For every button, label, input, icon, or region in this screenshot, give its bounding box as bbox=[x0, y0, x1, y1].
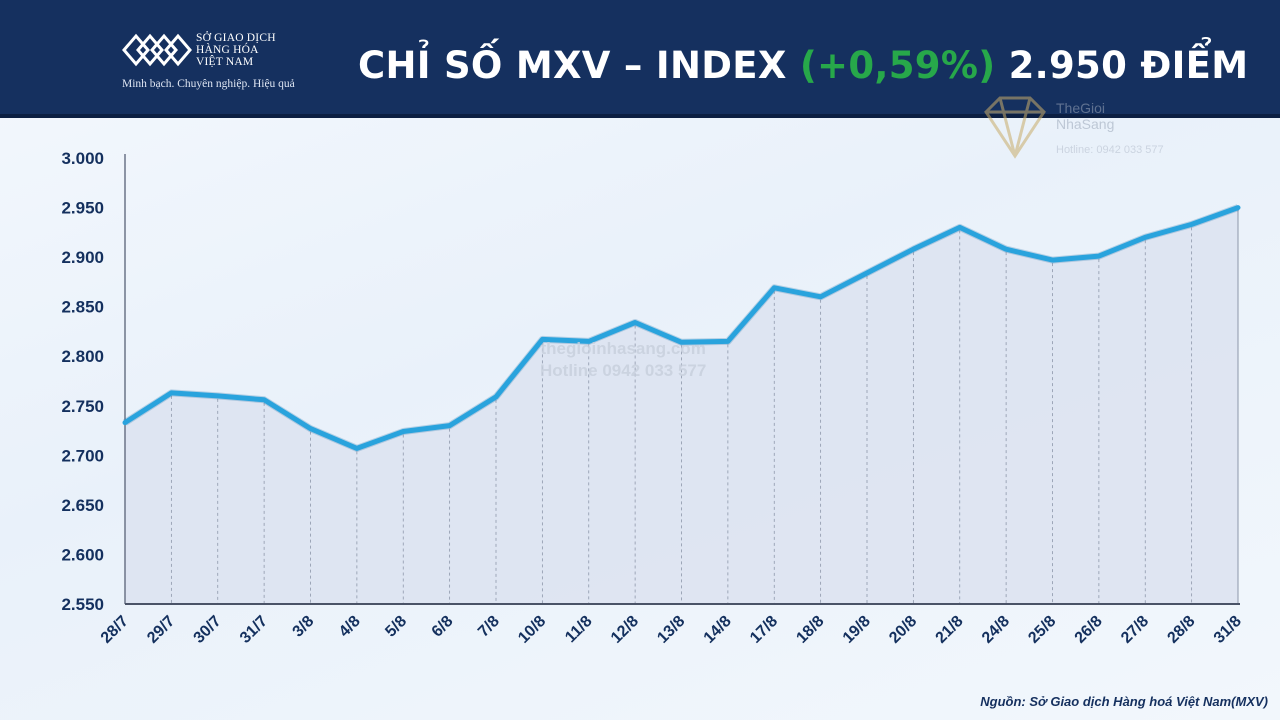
y-tick-label-2.550: 2.550 bbox=[61, 595, 104, 614]
y-tick-label-2.750: 2.750 bbox=[61, 397, 104, 416]
x-tick-label-12/8: 12/8 bbox=[608, 613, 642, 647]
logo-name: SỞ GIAO DỊCH HÀNG HÓA VIỆT NAM bbox=[196, 32, 276, 68]
diamond-watermark-icon bbox=[984, 96, 1046, 159]
x-tick-label-10/8: 10/8 bbox=[515, 613, 549, 647]
x-tick-label-3/8: 3/8 bbox=[290, 613, 318, 641]
x-tick-label-4/8: 4/8 bbox=[336, 613, 364, 641]
x-tick-label-6/8: 6/8 bbox=[429, 613, 457, 641]
watermark-brand-line-1: TheGioi bbox=[1056, 100, 1106, 116]
y-tick-label-2.850: 2.850 bbox=[61, 298, 104, 317]
x-tick-label-26/8: 26/8 bbox=[1072, 613, 1106, 647]
x-tick-label-25/8: 25/8 bbox=[1025, 613, 1059, 647]
watermark-hotline: Hotline: 0942 033 577 bbox=[1056, 144, 1164, 156]
watermark-brand: TheGioi NhaSang bbox=[1056, 100, 1114, 132]
center-watermark-line-1: thegioinhasang.com bbox=[540, 339, 706, 358]
x-tick-label-28/7: 28/7 bbox=[98, 613, 132, 647]
series-line bbox=[122, 205, 1241, 451]
x-tick-label-28/8: 28/8 bbox=[1164, 613, 1198, 647]
y-tick-label-2.650: 2.650 bbox=[61, 496, 104, 515]
x-tick-label-14/8: 14/8 bbox=[701, 613, 735, 647]
logo-tagline: Minh bạch. Chuyên nghiệp. Hiệu quả bbox=[122, 78, 295, 90]
x-tick-label-20/8: 20/8 bbox=[886, 613, 920, 647]
y-tick-label-3.000: 3.000 bbox=[61, 149, 104, 168]
y-tick-label-2.800: 2.800 bbox=[61, 347, 104, 366]
source-note: Nguồn: Sở Giao dịch Hàng hoá Việt Nam(MX… bbox=[980, 694, 1268, 709]
x-tick-label-13/8: 13/8 bbox=[654, 613, 688, 647]
title-suffix: 2.950 ĐIỂM bbox=[995, 44, 1249, 87]
x-tick-label-19/8: 19/8 bbox=[840, 613, 874, 647]
x-tick-label-31/7: 31/7 bbox=[237, 613, 271, 647]
title-change: (+0,59%) bbox=[799, 44, 996, 87]
brand-watermark: TheGioi NhaSang Hotline: 0942 033 577 bbox=[980, 94, 1200, 164]
x-tick-label-30/7: 30/7 bbox=[191, 613, 225, 647]
mxv-logo-icon bbox=[122, 33, 192, 67]
x-tick-label-17/8: 17/8 bbox=[747, 613, 781, 647]
x-tick-label-11/8: 11/8 bbox=[562, 613, 595, 646]
y-tick-label-2.700: 2.700 bbox=[61, 446, 104, 465]
chart-title: CHỈ SỐ MXV – INDEX (+0,59%) 2.950 ĐIỂM bbox=[358, 40, 1248, 92]
y-tick-label-2.950: 2.950 bbox=[61, 199, 104, 218]
mxv-logo: SỞ GIAO DỊCH HÀNG HÓA VIỆT NAM Minh bạch… bbox=[122, 30, 372, 96]
x-tick-label-5/8: 5/8 bbox=[382, 613, 410, 641]
x-tick-label-29/7: 29/7 bbox=[144, 613, 178, 647]
header-banner: SỞ GIAO DỊCH HÀNG HÓA VIỆT NAM Minh bạch… bbox=[0, 0, 1280, 118]
y-tick-label-2.600: 2.600 bbox=[61, 545, 104, 564]
y-tick-label-2.900: 2.900 bbox=[61, 248, 104, 267]
center-watermark: thegioinhasang.com Hotline 0942 033 577 bbox=[540, 338, 706, 382]
logo-line-1: SỞ GIAO DỊCH bbox=[196, 32, 276, 44]
logo-line-2: HÀNG HÓA bbox=[196, 44, 259, 56]
logo-line-3: VIỆT NAM bbox=[196, 56, 254, 68]
center-watermark-line-2: Hotline 0942 033 577 bbox=[540, 361, 707, 380]
line-chart: 2.550 2.600 2.650 2.700 2.750 2.800 2.850 2.900… bbox=[61, 149, 1245, 647]
x-tick-label-21/8: 21/8 bbox=[933, 613, 967, 647]
x-tick-label-24/8: 24/8 bbox=[979, 613, 1013, 647]
title-prefix: CHỈ SỐ MXV – INDEX bbox=[358, 44, 800, 87]
x-tick-label-18/8: 18/8 bbox=[793, 613, 827, 647]
x-tick-label-27/8: 27/8 bbox=[1118, 613, 1152, 647]
watermark-brand-line-2: NhaSang bbox=[1056, 116, 1115, 132]
x-tick-label-31/8: 31/8 bbox=[1211, 613, 1245, 647]
x-tick-label-7/8: 7/8 bbox=[475, 613, 503, 641]
